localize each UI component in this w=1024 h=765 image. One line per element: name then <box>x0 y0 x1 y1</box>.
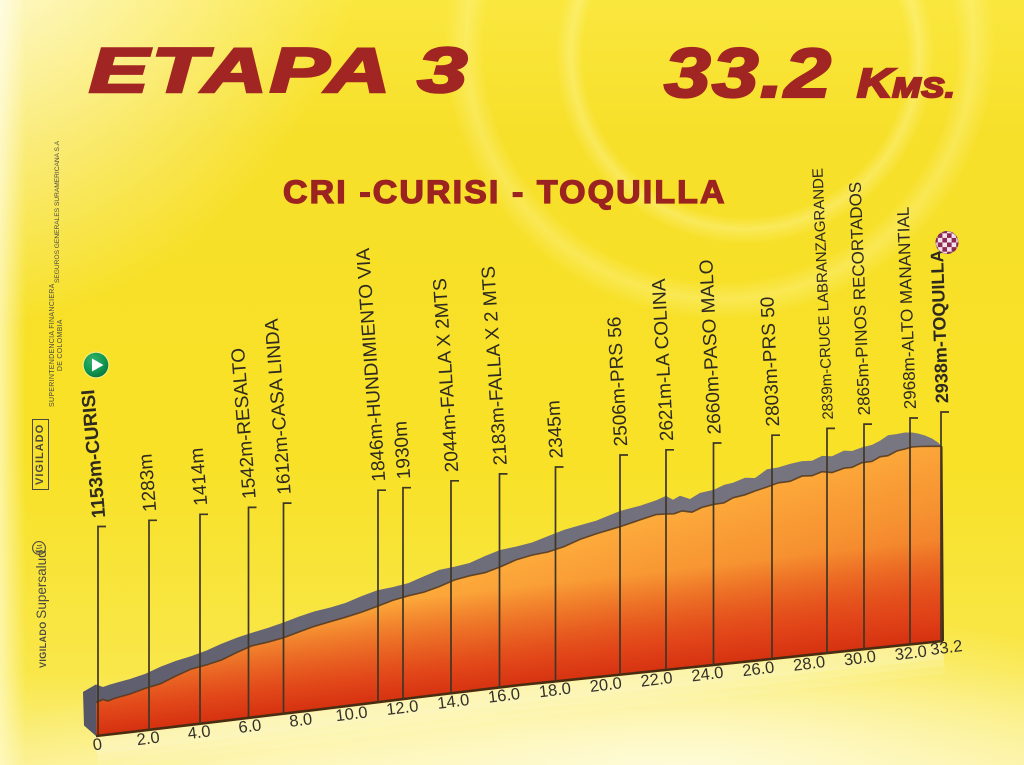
svg-text:8.0: 8.0 <box>288 710 313 731</box>
svg-text:28.0: 28.0 <box>792 653 826 675</box>
svg-text:22.0: 22.0 <box>640 669 674 691</box>
svg-text:1153m-CURISI: 1153m-CURISI <box>78 389 110 519</box>
svg-text:2183m-FALLA X 2 MTS: 2183m-FALLA X 2 MTS <box>478 265 511 466</box>
svg-text:2506m-PRS 56: 2506m-PRS 56 <box>604 316 632 447</box>
svg-text:1542m-RESALTO: 1542m-RESALTO <box>228 347 261 500</box>
svg-text:2938m-TOQUILLA: 2938m-TOQUILLA <box>927 249 952 403</box>
svg-text:18.0: 18.0 <box>538 680 572 702</box>
svg-text:1612m-CASA LINDA: 1612m-CASA LINDA <box>262 318 296 496</box>
svg-text:1930m: 1930m <box>390 420 415 479</box>
svg-text:2839m-CRUCE LABRANZAGRANDE: 2839m-CRUCE LABRANZAGRANDE <box>809 168 837 420</box>
svg-text:32.0: 32.0 <box>894 642 928 664</box>
svg-text:2803m-PRS 50: 2803m-PRS 50 <box>757 296 784 427</box>
svg-text:0: 0 <box>92 735 103 754</box>
svg-text:26.0: 26.0 <box>741 658 775 680</box>
svg-text:2865m-PINOS RECORTADOS: 2865m-PINOS RECORTADOS <box>846 181 874 415</box>
svg-text:24.0: 24.0 <box>690 664 724 686</box>
svg-text:2968m-ALTO MANANTIAL: 2968m-ALTO MANANTIAL <box>894 206 920 409</box>
svg-text:6.0: 6.0 <box>237 716 262 737</box>
svg-text:2044m-FALLA X 2MTS: 2044m-FALLA X 2MTS <box>430 278 463 473</box>
svg-text:4.0: 4.0 <box>187 722 212 743</box>
svg-text:2345m: 2345m <box>543 400 567 459</box>
svg-text:1846m-HUNDIMIENTO VIA: 1846m-HUNDIMIENTO VIA <box>353 247 390 482</box>
svg-text:1283m: 1283m <box>135 453 161 513</box>
svg-text:1414m: 1414m <box>187 447 213 507</box>
svg-text:30.0: 30.0 <box>843 648 877 670</box>
svg-text:16.0: 16.0 <box>487 685 521 707</box>
svg-text:2621m-LA COLINA: 2621m-LA COLINA <box>649 278 678 442</box>
svg-text:20.0: 20.0 <box>589 674 623 696</box>
svg-text:2660m-PASO MALO: 2660m-PASO MALO <box>696 259 726 435</box>
svg-text:12.0: 12.0 <box>385 697 419 719</box>
svg-text:14.0: 14.0 <box>436 691 470 713</box>
svg-text:33.2: 33.2 <box>929 637 963 659</box>
svg-text:10.0: 10.0 <box>335 703 369 725</box>
svg-text:2.0: 2.0 <box>136 729 161 750</box>
